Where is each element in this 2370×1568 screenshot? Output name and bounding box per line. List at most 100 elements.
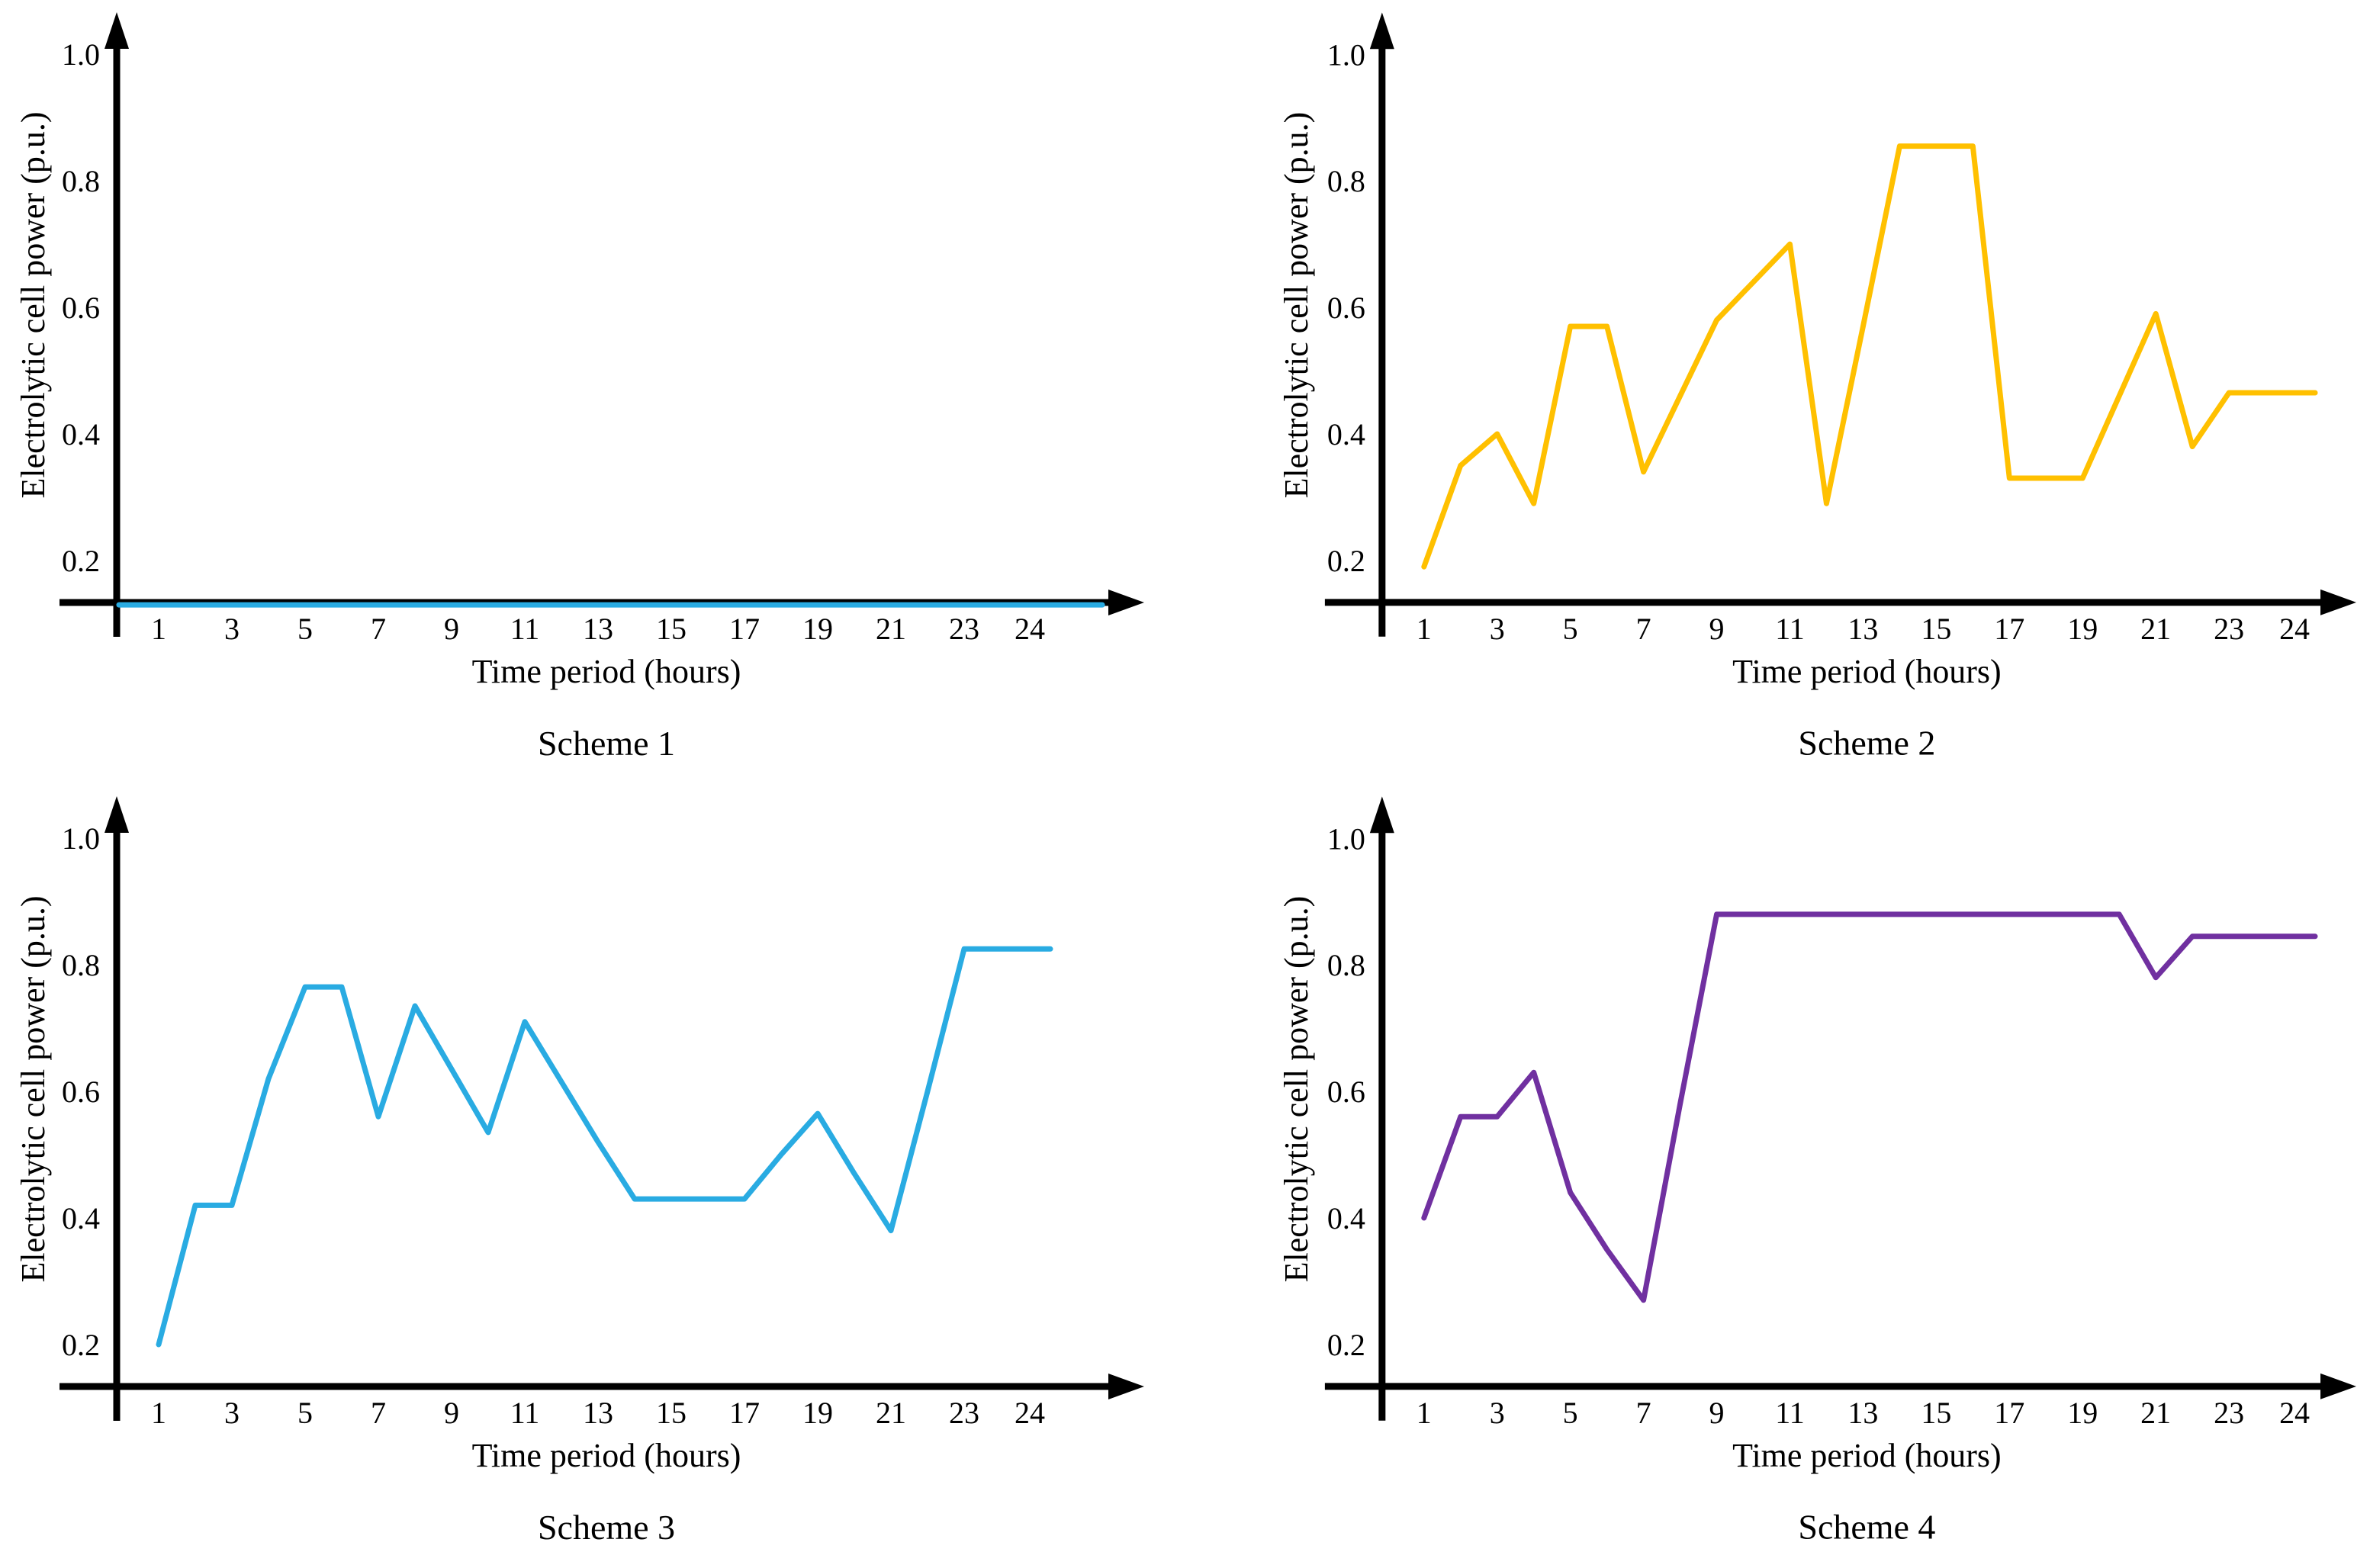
x-axis-arrowhead xyxy=(1108,1374,1144,1399)
scheme-2-panel: 0.2 0.4 0.6 0.8 1.0 1 3 5 7 9 11 13 15 17 19 21 23 24 Ele… xyxy=(1185,0,2370,784)
y-axis-arrowhead xyxy=(105,796,129,833)
x-tick-label: 21 xyxy=(2140,1396,2171,1430)
x-tick-label: 11 xyxy=(1775,612,1805,646)
scheme-4-chart: 0.20.40.60.81.01 3 5 7 9 11 13 15 17 19 21 23 24 Ele… xyxy=(1278,796,2357,1547)
x-tick-label: 19 xyxy=(802,612,833,646)
x-tick-label: 17 xyxy=(729,612,760,646)
x-tick-label: 5 xyxy=(297,612,313,646)
scheme-3-panel: 0.2 0.4 0.6 0.8 1.0 1 3 5 7 9 11 13 15 17 19 21 23 24 Ele… xyxy=(0,784,1185,1568)
x-tick-label: 3 xyxy=(1490,612,1505,646)
y-axis-label: Electrolytic cell power (p.u.) xyxy=(1278,112,1315,499)
y-tick-label: 0.4 xyxy=(62,417,100,451)
y-tick-label: 0.6 xyxy=(62,1075,100,1109)
y-tick-label: 1.0 xyxy=(1327,37,1365,72)
x-tick-label: 13 xyxy=(583,1396,613,1430)
x-tick-label: 5 xyxy=(297,1396,313,1430)
x-tick-label: 11 xyxy=(510,612,540,646)
x-tick-label: 9 xyxy=(444,612,459,646)
y-tick-label: 0.6 xyxy=(1327,291,1365,325)
x-axis-label: Time period (hours) xyxy=(472,653,741,690)
y-tick-label: 1.0 xyxy=(1327,821,1365,856)
x-axis-label: Time period (hours) xyxy=(1732,1437,2002,1474)
x-tick-label: 15 xyxy=(1921,612,1951,646)
scheme-1-chart: 0.20.40.60.81.01 3 5 7 9 11 13 15 17 19 21 23 24 Ele… xyxy=(14,12,1144,763)
y-tick-label: 0.4 xyxy=(1327,1201,1365,1235)
y-axis-arrowhead xyxy=(105,12,129,49)
x-tick-label: 13 xyxy=(1847,612,1878,646)
x-tick-label: 11 xyxy=(1775,1396,1805,1430)
x-tick-label: 23 xyxy=(2214,612,2244,646)
x-tick-label: 23 xyxy=(949,1396,979,1430)
x-tick-label: 15 xyxy=(656,1396,687,1430)
chart-title: Scheme 2 xyxy=(1798,724,1935,763)
y-axis-label: Electrolytic cell power (p.u.) xyxy=(14,111,52,498)
x-tick-label: 3 xyxy=(1490,1396,1505,1430)
y-tick-label: 0.8 xyxy=(62,164,100,198)
x-tick-label: 9 xyxy=(1709,612,1725,646)
scheme-3-line xyxy=(156,946,1053,1348)
x-tick-label: 7 xyxy=(1636,612,1651,646)
x-tick-label: 19 xyxy=(2067,1396,2098,1430)
x-tick-label: 9 xyxy=(444,1396,459,1430)
x-tick-label: 5 xyxy=(1563,1396,1578,1430)
x-tick-label: 24 xyxy=(2279,1396,2310,1430)
scheme-3-chart: 0.20.40.60.81.01 3 5 7 9 11 13 15 17 19 21 23 24 Ele… xyxy=(14,796,1144,1547)
scheme-1-panel: 0.2 0.4 0.6 0.8 1.0 1 3 5 7 9 11 13 15 17 19 21 23 24 Ele… xyxy=(0,0,1185,784)
y-tick-label: 0.6 xyxy=(62,291,100,325)
scheme-4-line xyxy=(1421,911,2318,1303)
x-tick-label: 24 xyxy=(2279,612,2310,646)
x-tick-label: 3 xyxy=(224,1396,240,1430)
scheme-2-chart: 0.20.40.60.81.01 3 5 7 9 11 13 15 17 19 21 23 24 Ele… xyxy=(1278,12,2357,763)
x-axis-arrowhead xyxy=(1108,590,1144,615)
x-tick-label: 19 xyxy=(802,1396,833,1430)
scheme-2-line xyxy=(1421,143,2318,570)
x-tick-label: 3 xyxy=(224,612,240,646)
x-tick-label: 1 xyxy=(1417,612,1432,646)
y-axis-arrowhead xyxy=(1369,12,1394,50)
x-axis-arrowhead xyxy=(2320,1373,2357,1399)
x-tick-label: 13 xyxy=(583,612,613,646)
y-tick-label: 0.8 xyxy=(1327,948,1365,982)
y-axis-label: Electrolytic cell power (p.u.) xyxy=(1278,896,1315,1283)
x-tick-label: 7 xyxy=(1636,1396,1651,1430)
x-tick-label: 17 xyxy=(729,1396,760,1430)
y-tick-label: 0.8 xyxy=(1327,164,1365,198)
x-tick-label: 7 xyxy=(371,612,386,646)
x-tick-label: 21 xyxy=(2140,612,2171,646)
scheme-4-panel: 0.2 0.4 0.6 0.8 1.0 1 3 5 7 9 11 13 15 17 19 21 23 24 Ele… xyxy=(1185,784,2370,1568)
x-tick-label: 15 xyxy=(656,612,687,646)
x-axis-arrowhead xyxy=(2320,589,2357,615)
x-axis-label: Time period (hours) xyxy=(1732,653,2002,690)
x-tick-label: 11 xyxy=(510,1396,540,1430)
x-tick-label: 24 xyxy=(1015,612,1045,646)
y-tick-label: 0.2 xyxy=(62,544,100,578)
y-tick-label: 0.2 xyxy=(1327,544,1365,578)
y-tick-label: 0.4 xyxy=(1327,417,1365,451)
chart-title: Scheme 1 xyxy=(538,724,675,763)
x-tick-label: 1 xyxy=(151,612,166,646)
x-tick-label: 15 xyxy=(1921,1396,1951,1430)
x-tick-label: 13 xyxy=(1847,1396,1878,1430)
x-tick-label: 7 xyxy=(371,1396,386,1430)
x-tick-label: 17 xyxy=(1994,612,2024,646)
y-tick-label: 0.4 xyxy=(62,1201,100,1235)
x-tick-label: 1 xyxy=(1417,1396,1432,1430)
y-tick-label: 0.2 xyxy=(1327,1328,1365,1362)
x-tick-label: 24 xyxy=(1015,1396,1045,1430)
y-axis-label: Electrolytic cell power (p.u.) xyxy=(14,895,52,1282)
x-tick-label: 21 xyxy=(876,612,906,646)
y-tick-label: 0.6 xyxy=(1327,1075,1365,1109)
y-tick-label: 0.8 xyxy=(62,948,100,982)
x-tick-label: 19 xyxy=(2067,612,2098,646)
x-tick-label: 23 xyxy=(2214,1396,2244,1430)
x-tick-label: 9 xyxy=(1709,1396,1725,1430)
y-tick-label: 0.2 xyxy=(62,1328,100,1362)
x-axis-label: Time period (hours) xyxy=(472,1437,741,1474)
chart-title: Scheme 3 xyxy=(538,1508,675,1547)
x-tick-label: 1 xyxy=(151,1396,166,1430)
y-axis-arrowhead xyxy=(1369,796,1394,834)
chart-title: Scheme 4 xyxy=(1798,1508,1935,1547)
x-tick-label: 21 xyxy=(876,1396,906,1430)
x-tick-label: 23 xyxy=(949,612,979,646)
